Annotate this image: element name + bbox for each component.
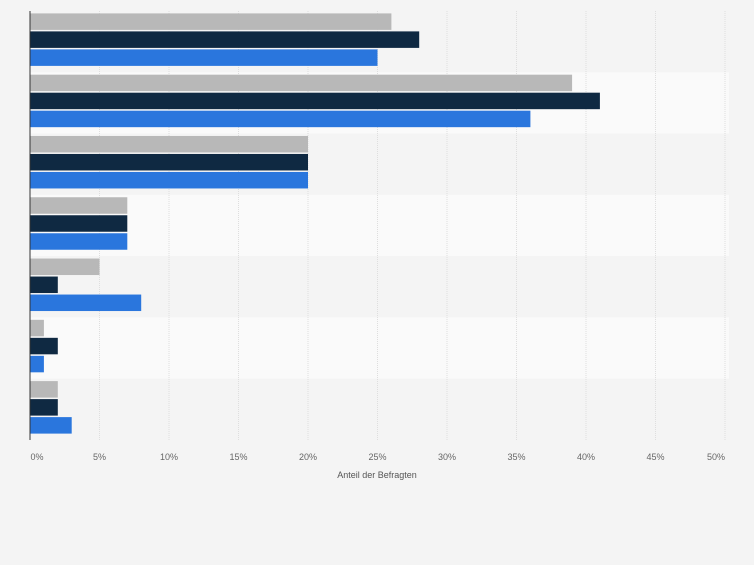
category-band xyxy=(30,317,729,379)
x-tick-label: 25% xyxy=(368,452,386,462)
bars xyxy=(30,13,600,434)
bar xyxy=(30,258,100,276)
bar xyxy=(30,381,58,398)
bar xyxy=(30,355,44,373)
x-axis-title: Anteil der Befragten xyxy=(337,470,417,480)
category-band xyxy=(30,378,729,440)
bar xyxy=(30,13,392,30)
bar xyxy=(30,197,128,214)
bar xyxy=(30,49,378,66)
bar xyxy=(30,31,420,48)
bar xyxy=(30,110,531,128)
bar xyxy=(30,215,128,232)
bar xyxy=(30,92,600,110)
x-tick-label: 45% xyxy=(646,452,664,462)
bar xyxy=(30,135,308,153)
category-bands xyxy=(30,11,729,440)
category-band xyxy=(30,194,729,257)
x-tick-label: 15% xyxy=(229,452,247,462)
bar xyxy=(30,337,58,355)
bar xyxy=(30,74,573,92)
x-tick-label: 35% xyxy=(507,452,525,462)
bar xyxy=(30,276,58,294)
bar xyxy=(30,233,128,250)
x-tick-label: 5% xyxy=(93,452,106,462)
x-tick-label: 0% xyxy=(30,452,43,462)
bar xyxy=(30,417,72,434)
x-tick-label: 10% xyxy=(160,452,178,462)
bar xyxy=(30,319,44,337)
bar xyxy=(30,399,58,416)
x-tick-labels: 0% 5% 10% 15% 20% 25% 30% 35% 40% 45% 50% xyxy=(30,452,725,462)
x-tick-label: 40% xyxy=(577,452,595,462)
bar xyxy=(30,153,308,171)
x-tick-label: 30% xyxy=(438,452,456,462)
x-tick-label: 50% xyxy=(707,452,725,462)
category-band xyxy=(30,256,729,318)
bar xyxy=(30,294,142,312)
x-tick-label: 20% xyxy=(299,452,317,462)
bar xyxy=(30,171,308,189)
